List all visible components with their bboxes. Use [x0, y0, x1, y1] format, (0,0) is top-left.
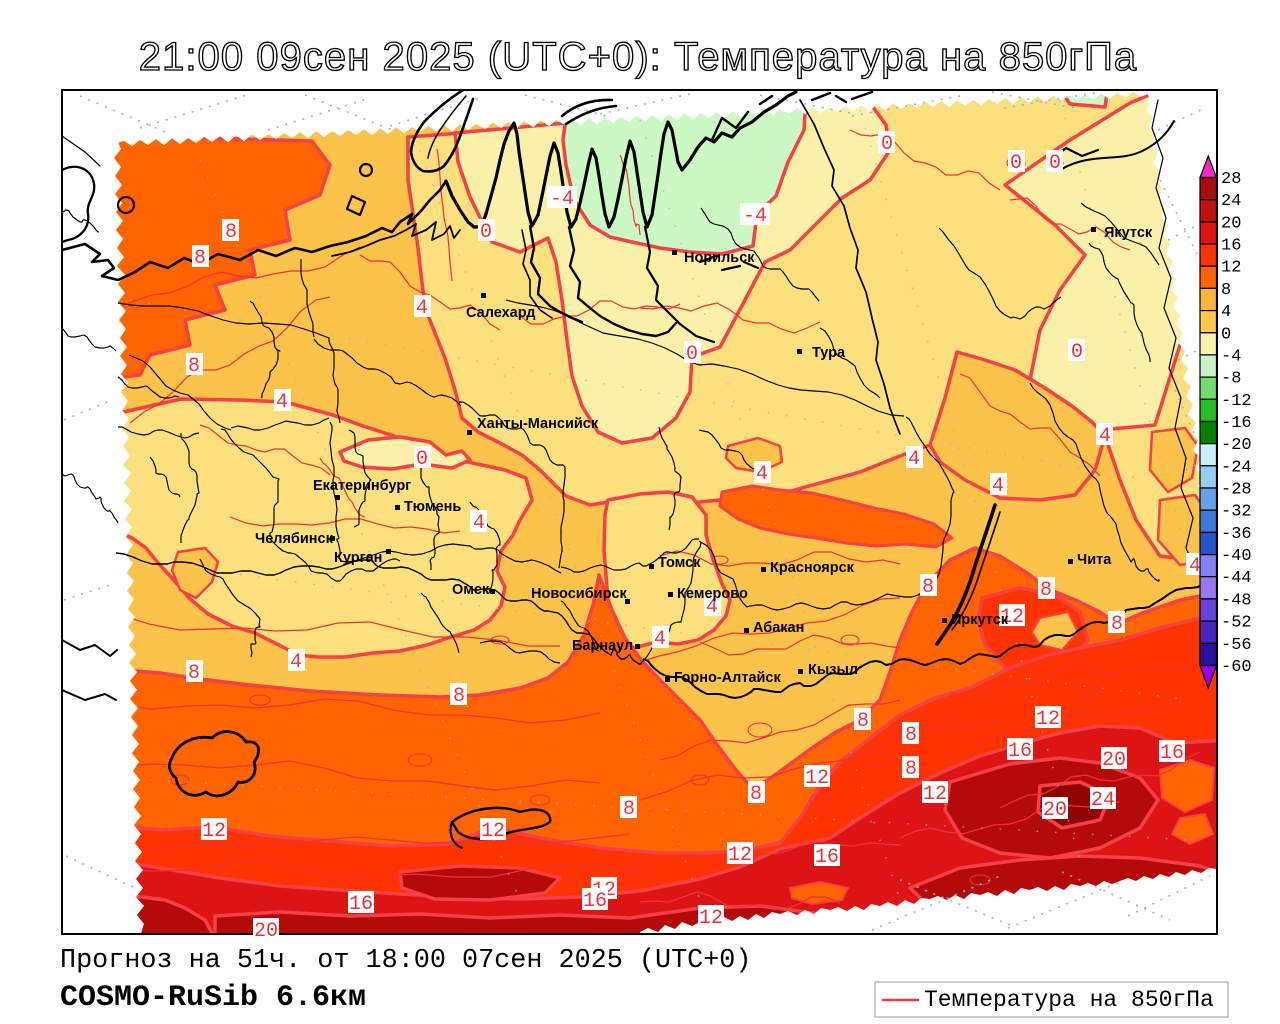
svg-text:Красноярск: Красноярск: [770, 560, 855, 576]
svg-text:Горно-Алтайск: Горно-Алтайск: [674, 670, 781, 686]
svg-text:-52: -52: [1221, 614, 1252, 633]
svg-text:8: 8: [453, 685, 465, 708]
svg-text:0: 0: [416, 448, 428, 471]
svg-text:4: 4: [654, 628, 666, 651]
svg-text:Салехард: Салехард: [466, 305, 535, 321]
svg-text:20: 20: [1221, 214, 1241, 233]
svg-text:Якутск: Якутск: [1104, 225, 1153, 241]
svg-text:4: 4: [908, 448, 920, 471]
svg-text:-12: -12: [1221, 392, 1252, 411]
svg-text:4: 4: [416, 297, 428, 320]
svg-text:-4: -4: [550, 188, 574, 211]
svg-text:12: 12: [805, 767, 829, 790]
svg-text:8: 8: [1221, 281, 1231, 300]
svg-text:Прогноз на 51ч. от 18:00 07сен: Прогноз на 51ч. от 18:00 07сен 2025 (UTC…: [60, 946, 751, 976]
svg-text:8: 8: [194, 247, 206, 270]
svg-text:12: 12: [481, 820, 505, 843]
svg-text:0: 0: [1221, 325, 1231, 344]
svg-text:8: 8: [1040, 579, 1052, 602]
svg-text:-48: -48: [1221, 591, 1252, 610]
svg-text:Норильск: Норильск: [684, 250, 755, 266]
svg-text:4: 4: [756, 463, 768, 486]
svg-text:-40: -40: [1221, 547, 1252, 566]
svg-text:-8: -8: [1221, 370, 1241, 389]
svg-text:4: 4: [1099, 425, 1111, 448]
svg-text:0: 0: [686, 343, 698, 366]
svg-text:4: 4: [992, 475, 1004, 498]
svg-text:8: 8: [750, 783, 762, 806]
svg-text:Кемерово: Кемерово: [677, 586, 748, 602]
svg-text:8: 8: [188, 355, 200, 378]
svg-text:0: 0: [1049, 152, 1061, 175]
svg-text:4: 4: [276, 391, 288, 414]
svg-text:8: 8: [922, 576, 934, 599]
svg-text:0: 0: [480, 221, 492, 244]
svg-text:12: 12: [202, 820, 226, 843]
svg-text:21:00 09сен 2025 (UTC+0): Темп: 21:00 09сен 2025 (UTC+0): Температура на…: [139, 35, 1137, 79]
svg-text:Челябинск: Челябинск: [255, 531, 334, 547]
svg-text:-32: -32: [1221, 503, 1252, 522]
svg-text:16: 16: [1008, 740, 1032, 763]
svg-text:Барнаул: Барнаул: [572, 638, 633, 654]
svg-text:Иркутск: Иркутск: [951, 612, 1009, 628]
svg-text:4: 4: [473, 512, 485, 535]
svg-text:20: 20: [1102, 749, 1126, 772]
svg-text:28: 28: [1221, 170, 1241, 189]
svg-text:-20: -20: [1221, 436, 1252, 455]
svg-text:Новосибирск: Новосибирск: [531, 586, 627, 602]
svg-text:8: 8: [225, 221, 237, 244]
svg-text:-56: -56: [1221, 636, 1252, 655]
svg-text:-44: -44: [1221, 569, 1252, 588]
svg-text:Абакан: Абакан: [753, 620, 804, 636]
svg-text:16: 16: [815, 846, 839, 869]
svg-text:12: 12: [1221, 259, 1241, 278]
svg-text:Ханты-Мансийск: Ханты-Мансийск: [477, 416, 599, 432]
svg-text:8: 8: [1111, 613, 1123, 636]
svg-text:4: 4: [1189, 555, 1201, 578]
svg-text:16: 16: [583, 890, 607, 913]
svg-text:12: 12: [1036, 708, 1060, 731]
svg-text:8: 8: [188, 662, 200, 685]
svg-text:COSMO-RuSib 6.6км: COSMO-RuSib 6.6км: [60, 981, 366, 1015]
svg-text:Курган: Курган: [334, 550, 382, 566]
svg-text:20: 20: [254, 920, 278, 943]
svg-text:-24: -24: [1221, 458, 1252, 477]
svg-text:Тюмень: Тюмень: [404, 499, 461, 515]
svg-text:-16: -16: [1221, 414, 1252, 433]
svg-text:-4: -4: [1221, 347, 1241, 366]
svg-text:-60: -60: [1221, 658, 1252, 677]
svg-text:Екатеринбург: Екатеринбург: [313, 478, 411, 494]
svg-text:4: 4: [706, 596, 718, 619]
svg-text:24: 24: [1091, 789, 1115, 812]
svg-text:16: 16: [1221, 237, 1241, 256]
svg-text:0: 0: [1071, 341, 1083, 364]
svg-text:Чита: Чита: [1077, 552, 1112, 568]
svg-text:16: 16: [1160, 742, 1184, 765]
svg-text:4: 4: [1221, 303, 1231, 322]
svg-text:8: 8: [857, 710, 869, 733]
svg-text:Тура: Тура: [812, 345, 846, 361]
svg-text:Омск: Омск: [452, 582, 490, 598]
svg-text:Кызыл: Кызыл: [808, 662, 858, 678]
svg-text:8: 8: [623, 798, 635, 821]
svg-text:-36: -36: [1221, 525, 1252, 544]
svg-text:16: 16: [349, 893, 373, 916]
svg-text:0: 0: [1010, 152, 1022, 175]
svg-text:24: 24: [1221, 192, 1241, 211]
svg-text:Томск: Томск: [658, 555, 701, 571]
svg-text:12: 12: [923, 783, 947, 806]
svg-text:12: 12: [699, 907, 723, 930]
svg-text:8: 8: [905, 724, 917, 747]
svg-text:12: 12: [1000, 606, 1024, 629]
svg-text:4: 4: [290, 651, 302, 674]
svg-text:Температура на 850гПа: Температура на 850гПа: [924, 987, 1214, 1013]
svg-text:0: 0: [881, 133, 893, 156]
svg-text:20: 20: [1043, 799, 1067, 822]
svg-text:12: 12: [728, 844, 752, 867]
svg-text:-28: -28: [1221, 481, 1252, 500]
svg-text:8: 8: [905, 758, 917, 781]
svg-text:-4: -4: [743, 205, 767, 228]
